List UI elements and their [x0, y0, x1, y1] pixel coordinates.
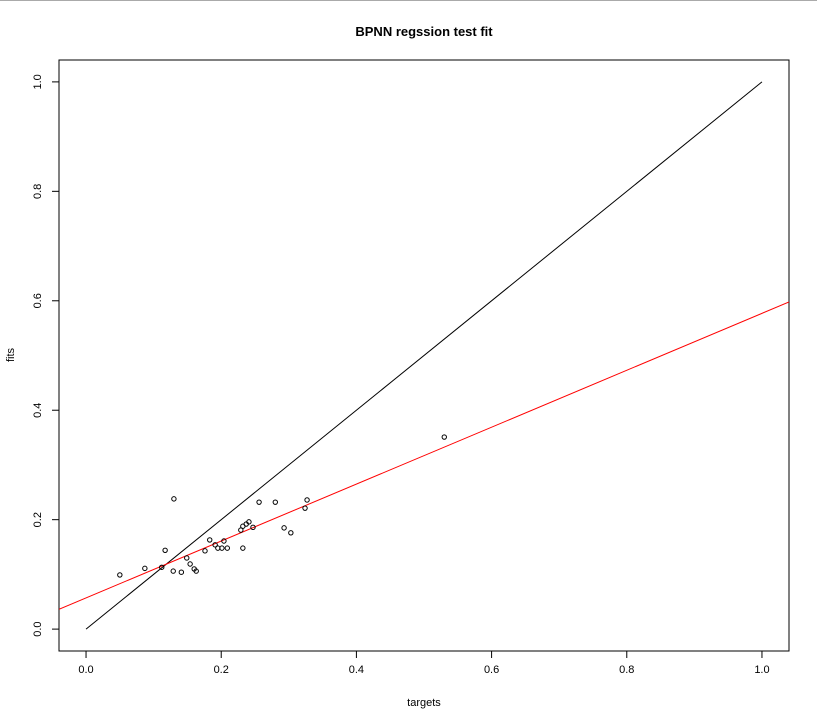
- point: [224, 545, 231, 551]
- point: [171, 496, 177, 502]
- point: [212, 542, 218, 548]
- point: [162, 547, 168, 554]
- point: [170, 568, 176, 574]
- x-tick-label: 1.0: [754, 664, 769, 676]
- chart-title: BPNN regssion test fit: [355, 24, 493, 39]
- point: [221, 538, 227, 544]
- x-tick-label: 0.0: [78, 664, 93, 676]
- point: [304, 497, 310, 503]
- point: [246, 519, 252, 525]
- y-tick-label: 1.0: [32, 74, 44, 89]
- point: [159, 564, 165, 570]
- point: [250, 524, 256, 531]
- point: [184, 555, 190, 561]
- point: [256, 499, 262, 505]
- point: [441, 434, 447, 440]
- x-tick-label: 0.4: [349, 664, 364, 676]
- point: [142, 565, 148, 572]
- reference-line: [85, 81, 763, 630]
- x-tick-label: 0.6: [484, 664, 499, 676]
- point: [178, 569, 185, 575]
- point: [202, 548, 208, 554]
- point: [240, 545, 246, 551]
- fit-line: [59, 301, 789, 610]
- point: [281, 525, 287, 531]
- point: [117, 572, 123, 578]
- point: [207, 537, 213, 543]
- point: [302, 505, 308, 511]
- point: [219, 545, 225, 551]
- x-tick-label: 0.8: [619, 664, 634, 676]
- y-tick-label: 0.8: [32, 184, 44, 199]
- x-tick-label: 0.2: [214, 664, 229, 676]
- y-tick-label: 0.4: [32, 403, 44, 418]
- y-tick-label: 0.2: [32, 512, 44, 527]
- y-tick-label: 0.6: [32, 293, 44, 308]
- x-axis-label: targets: [407, 697, 441, 709]
- point: [187, 561, 193, 567]
- point: [288, 530, 294, 536]
- point: [272, 499, 278, 505]
- plot-box: [58, 59, 790, 652]
- y-tick-label: 0.0: [32, 621, 44, 636]
- point: [193, 568, 199, 574]
- y-axis-label: fits: [5, 347, 17, 362]
